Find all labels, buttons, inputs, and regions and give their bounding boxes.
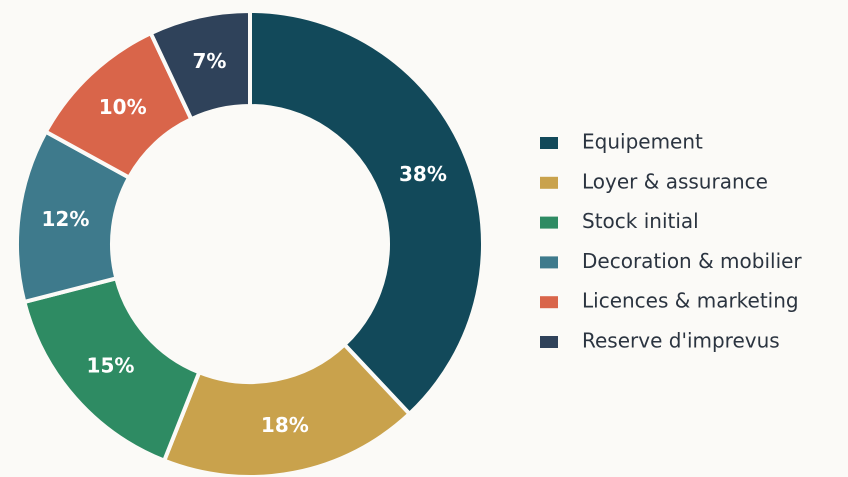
legend-swatch [540, 176, 558, 189]
legend-swatch [540, 336, 558, 348]
slice-label: 18% [261, 413, 309, 437]
donut-slice [161, 341, 413, 477]
legend-label: Equipement [582, 130, 703, 154]
slice-label: 7% [192, 49, 226, 73]
donut-slice [248, 8, 485, 417]
legend-swatch [540, 137, 558, 149]
legend-swatch [540, 216, 558, 229]
slice-label: 12% [42, 207, 90, 231]
donut-slice [148, 8, 252, 122]
legend-label: Stock initial [582, 209, 699, 233]
slice-label: 15% [87, 354, 135, 378]
legend-label: Reserve d'imprevus [582, 329, 780, 353]
legend-swatch [540, 256, 558, 269]
legend-swatch [540, 296, 558, 309]
legend-label: Decoration & mobilier [582, 249, 802, 273]
legend-label: Licences & marketing [582, 289, 799, 313]
slice-label: 10% [99, 95, 147, 119]
slice-label: 38% [399, 162, 447, 186]
legend-label: Loyer & assurance [582, 169, 768, 193]
